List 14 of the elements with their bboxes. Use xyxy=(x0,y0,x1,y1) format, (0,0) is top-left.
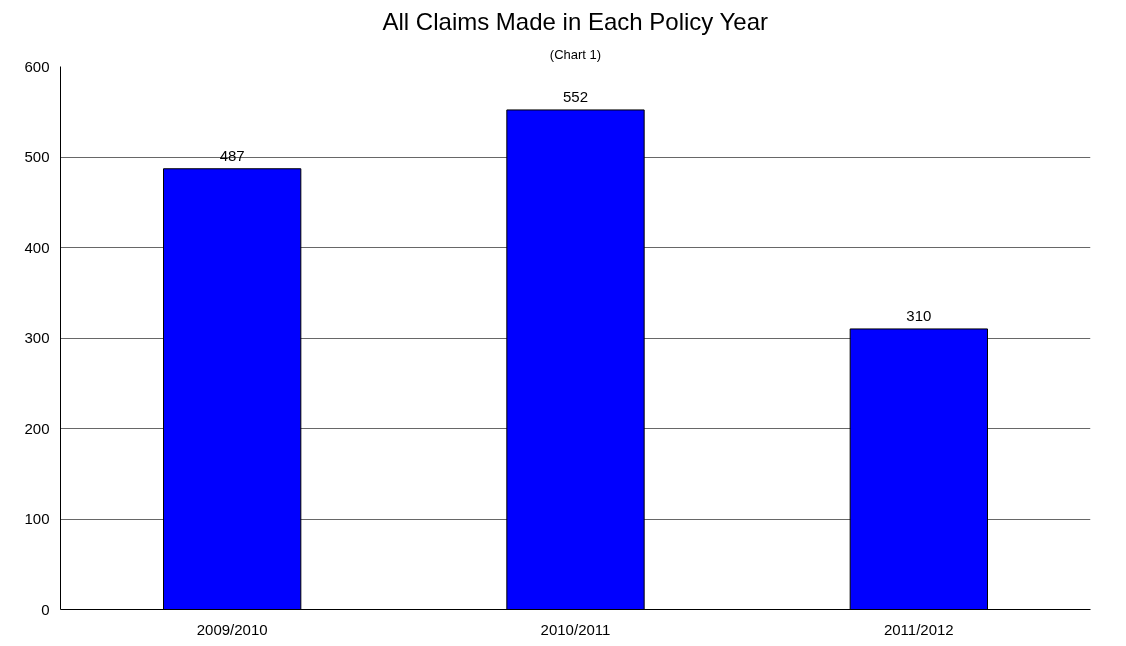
y-tick-label: 600 xyxy=(24,57,50,75)
data-label: 310 xyxy=(906,306,932,324)
y-tick-label: 200 xyxy=(24,419,50,437)
chart-title: All Claims Made in Each Policy Year xyxy=(382,7,769,35)
y-tick-label: 400 xyxy=(24,238,50,256)
chart-subtitle: (Chart 1) xyxy=(549,46,602,62)
x-tick-label: 2009/2010 xyxy=(196,620,268,638)
y-tick-label: 500 xyxy=(24,148,50,165)
y-tick-label: 0 xyxy=(41,600,50,618)
y-tick-label: 300 xyxy=(24,329,50,346)
x-tick-label: 2011/2012 xyxy=(883,620,954,638)
data-label: 552 xyxy=(562,87,589,105)
x-tick-label: 2010/2011 xyxy=(540,620,611,638)
y-tick-label: 100 xyxy=(24,510,50,527)
